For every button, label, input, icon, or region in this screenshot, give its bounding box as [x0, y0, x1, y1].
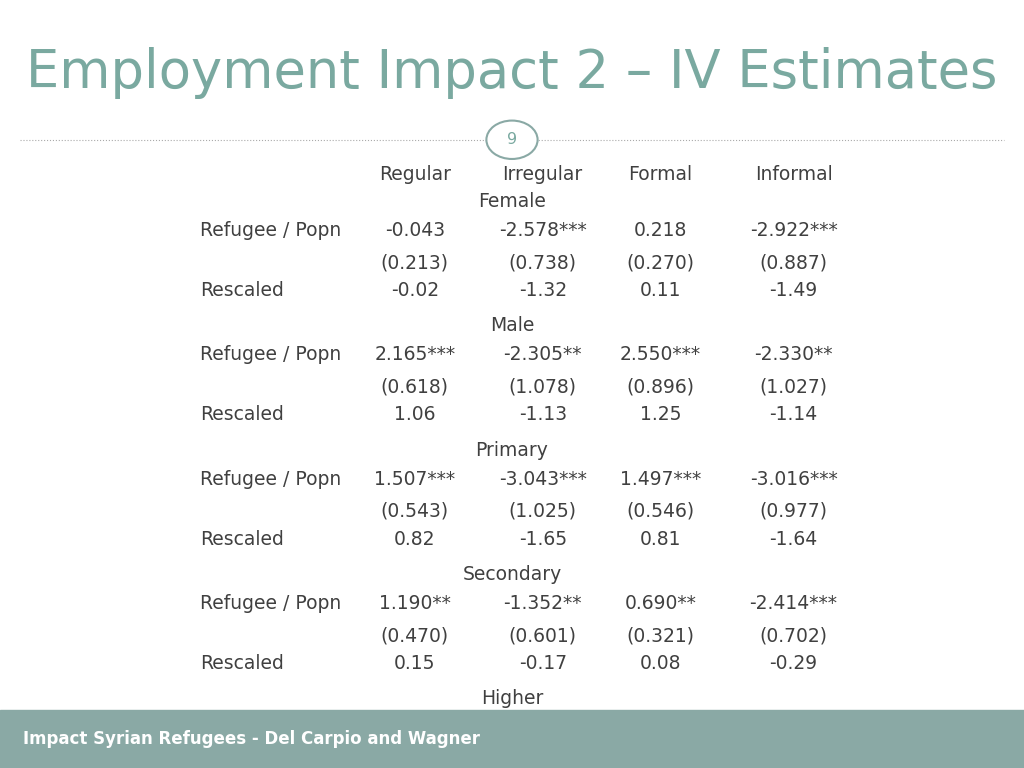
Text: (0.270): (0.270) [627, 253, 694, 272]
Text: (0.738): (0.738) [509, 253, 577, 272]
Text: Impact Syrian Refugees - Del Carpio and Wagner: Impact Syrian Refugees - Del Carpio and … [23, 730, 479, 748]
Text: Secondary: Secondary [463, 565, 561, 584]
Text: Refugee / Popn: Refugee / Popn [200, 470, 341, 488]
Text: Rescaled: Rescaled [200, 281, 284, 300]
Text: -2.578***: -2.578*** [499, 221, 587, 240]
Text: Formal: Formal [629, 165, 692, 184]
Text: 1.507***: 1.507*** [374, 470, 456, 488]
Text: (1.078): (1.078) [509, 378, 577, 396]
Text: -1.64: -1.64 [769, 530, 818, 548]
Text: (0.702): (0.702) [760, 627, 827, 645]
Text: -2.414***: -2.414*** [750, 594, 838, 613]
Text: (0.618): (0.618) [381, 378, 449, 396]
Text: (0.977): (0.977) [760, 502, 827, 521]
Text: -3.043***: -3.043*** [499, 470, 587, 488]
Bar [0, 710, 1024, 768]
Text: (0.470): (0.470) [381, 627, 449, 645]
Text: Rescaled: Rescaled [200, 406, 284, 424]
Text: 2.550***: 2.550*** [620, 346, 701, 364]
Text: -0.02: -0.02 [391, 281, 438, 300]
Text: 0.218: 0.218 [634, 221, 687, 240]
Text: -1.14: -1.14 [769, 406, 818, 424]
Text: (0.543): (0.543) [381, 502, 449, 521]
Text: 0.08: 0.08 [640, 654, 681, 673]
Text: (0.887): (0.887) [760, 253, 827, 272]
Text: -2.330**: -2.330** [755, 346, 833, 364]
Text: 1.06: 1.06 [394, 406, 435, 424]
Text: Refugee / Popn: Refugee / Popn [200, 594, 341, 613]
Text: 0.690**: 0.690** [625, 594, 696, 613]
Text: Refugee / Popn: Refugee / Popn [200, 346, 341, 364]
Text: 0.81: 0.81 [640, 530, 681, 548]
Text: -1.13: -1.13 [519, 406, 566, 424]
Text: 0.172: 0.172 [388, 719, 441, 737]
Text: 1.497***: 1.497*** [620, 470, 701, 488]
Text: Male: Male [489, 316, 535, 335]
Text: (0.875): (0.875) [381, 751, 449, 768]
Text: Rescaled: Rescaled [200, 530, 284, 548]
Text: -2.922***: -2.922*** [750, 221, 838, 240]
Text: -0.29: -0.29 [770, 654, 817, 673]
Text: -0.17: -0.17 [519, 654, 566, 673]
Text: (0.343): (0.343) [760, 751, 827, 768]
Text: (0.601): (0.601) [509, 627, 577, 645]
Text: -1.352**: -1.352** [504, 594, 582, 613]
Text: Primary: Primary [475, 441, 549, 459]
Text: 0.11: 0.11 [640, 281, 681, 300]
Text: (0.546): (0.546) [627, 502, 694, 521]
Text: -0.098: -0.098 [513, 719, 572, 737]
Text: Regular: Regular [379, 165, 451, 184]
Text: Higher: Higher [481, 690, 543, 708]
Text: Irregular: Irregular [503, 165, 583, 184]
Text: 0.82: 0.82 [394, 530, 435, 548]
Text: -2.305**: -2.305** [504, 346, 582, 364]
Text: (0.608): (0.608) [627, 751, 694, 768]
Text: (0.213): (0.213) [381, 253, 449, 272]
Text: -0.043: -0.043 [385, 221, 444, 240]
Text: -1.49: -1.49 [769, 281, 818, 300]
Text: Refugee / Popn: Refugee / Popn [200, 719, 341, 737]
Text: Rescaled: Rescaled [200, 654, 284, 673]
Text: (1.025): (1.025) [509, 502, 577, 521]
Text: (0.321): (0.321) [627, 627, 694, 645]
Text: Female: Female [478, 192, 546, 210]
Text: -1.65: -1.65 [519, 530, 566, 548]
Text: Employment Impact 2 – IV Estimates: Employment Impact 2 – IV Estimates [27, 47, 997, 99]
Text: 9: 9 [507, 132, 517, 147]
Text: -1.32: -1.32 [519, 281, 566, 300]
Text: (0.896): (0.896) [627, 378, 694, 396]
Text: 1.25: 1.25 [640, 406, 681, 424]
Circle shape [486, 121, 538, 159]
Text: -3.016***: -3.016*** [750, 470, 838, 488]
Text: (0.144): (0.144) [509, 751, 577, 768]
Text: 2.165***: 2.165*** [374, 346, 456, 364]
Text: 1.190**: 1.190** [379, 594, 451, 613]
Text: Refugee / Popn: Refugee / Popn [200, 221, 341, 240]
Text: (1.027): (1.027) [760, 378, 827, 396]
Text: Informal: Informal [755, 165, 833, 184]
Text: 0.15: 0.15 [394, 654, 435, 673]
Text: 1.781***: 1.781*** [620, 719, 701, 737]
Text: -0.863**: -0.863** [755, 719, 833, 737]
